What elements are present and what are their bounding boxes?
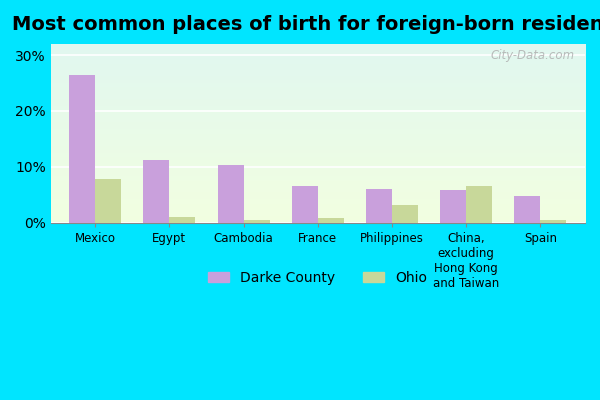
Bar: [95, 179, 121, 222]
Bar: [143, 160, 169, 222]
Bar: [318, 218, 344, 222]
Bar: [292, 186, 318, 222]
Bar: [244, 220, 269, 222]
Bar: [218, 165, 244, 222]
Text: City-Data.com: City-Data.com: [490, 49, 574, 62]
Bar: [466, 186, 492, 222]
Bar: [514, 196, 541, 222]
Bar: [69, 75, 95, 222]
Bar: [169, 217, 196, 222]
Title: Most common places of birth for foreign-born residents: Most common places of birth for foreign-…: [11, 15, 600, 34]
Bar: [392, 205, 418, 222]
Legend: Darke County, Ohio: Darke County, Ohio: [203, 266, 433, 291]
Bar: [440, 190, 466, 222]
Bar: [541, 220, 566, 222]
Bar: [366, 189, 392, 222]
